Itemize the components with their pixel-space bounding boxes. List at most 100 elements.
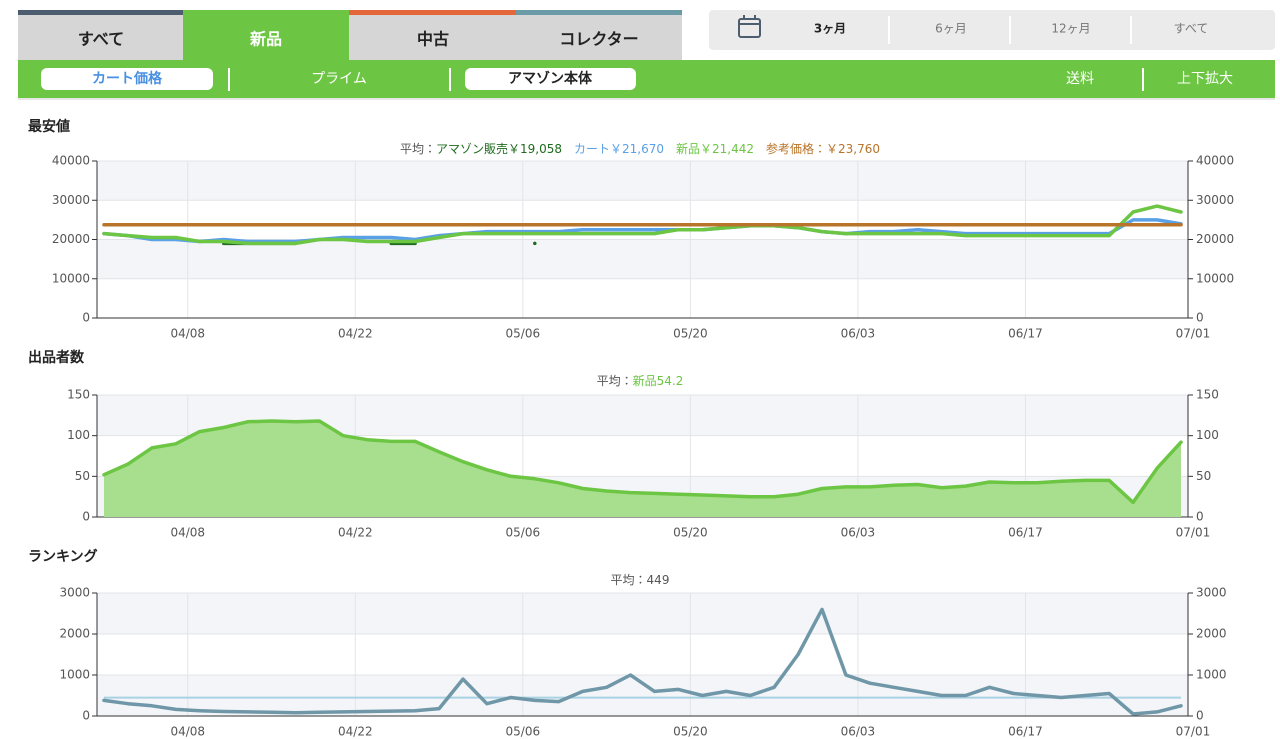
summary-prefix: 平均： bbox=[611, 573, 647, 587]
y-tick-label: 0 bbox=[82, 709, 90, 723]
legend-name: 参考価格 bbox=[766, 141, 814, 156]
x-tick-label: 04/08 bbox=[170, 725, 205, 739]
x-tick-label: 04/22 bbox=[338, 725, 373, 739]
line bbox=[102, 607, 1183, 716]
tab-label[interactable]: コレクター bbox=[559, 30, 638, 49]
subtab-label[interactable]: 上下拡大 bbox=[1177, 71, 1233, 87]
axis-line bbox=[96, 593, 1189, 717]
y-tick-label: 1000 bbox=[59, 668, 90, 682]
y-tick-label: 10000 bbox=[52, 271, 90, 285]
y-tick-label: 100 bbox=[67, 428, 90, 442]
x-tick-label: 06/03 bbox=[841, 526, 876, 540]
tab-strip bbox=[18, 10, 183, 15]
period-bar bbox=[709, 10, 1275, 50]
y-tick-label: 150 bbox=[67, 388, 90, 402]
x-tick-label: 06/03 bbox=[841, 327, 876, 341]
x-tick-label: 05/06 bbox=[506, 725, 541, 739]
legend-value: ￥21,670 bbox=[610, 142, 664, 156]
y-tick-label: 100 bbox=[1196, 428, 1219, 442]
tab-label[interactable]: 中古 bbox=[417, 30, 449, 49]
period-option[interactable]: 3ヶ月 bbox=[814, 22, 846, 36]
y-tick-label: 10000 bbox=[1196, 271, 1234, 285]
line bbox=[102, 204, 1183, 246]
period-option[interactable]: 12ヶ月 bbox=[1051, 22, 1090, 36]
band bbox=[97, 161, 1188, 201]
tab-bg[interactable] bbox=[183, 10, 349, 60]
x-tick-label: 07/01 bbox=[1176, 526, 1211, 540]
y-tick-label: 2000 bbox=[1196, 627, 1227, 641]
subtab-label[interactable]: アマゾン本体 bbox=[508, 70, 593, 87]
legend-value: ：￥23,760 bbox=[814, 142, 880, 156]
calendar-icon bbox=[738, 15, 761, 38]
legend-value: ￥21,442 bbox=[700, 142, 754, 156]
tab-bg[interactable] bbox=[516, 10, 682, 60]
subtab-pill[interactable] bbox=[465, 68, 636, 90]
period-option[interactable]: すべて bbox=[1174, 22, 1209, 36]
x-tick-label: 06/17 bbox=[1008, 725, 1043, 739]
x-tick-label: 07/01 bbox=[1176, 327, 1211, 341]
legend-name: アマゾン販売 bbox=[436, 141, 508, 156]
y-tick-label: 40000 bbox=[52, 154, 90, 168]
area bbox=[104, 421, 1181, 517]
y-tick-label: 40000 bbox=[1196, 154, 1234, 168]
x-tick-label: 04/08 bbox=[170, 327, 205, 341]
y-tick-label: 0 bbox=[1196, 311, 1204, 325]
y-tick-label: 0 bbox=[82, 510, 90, 524]
chart-title: 出品者数 bbox=[28, 349, 85, 366]
axis-line bbox=[96, 161, 1189, 319]
x-tick-label: 04/22 bbox=[338, 327, 373, 341]
y-tick-label: 20000 bbox=[1196, 232, 1234, 246]
x-tick-label: 07/01 bbox=[1176, 725, 1211, 739]
x-tick-label: 04/08 bbox=[170, 526, 205, 540]
legend-name: カート bbox=[574, 142, 610, 156]
x-tick-label: 05/06 bbox=[506, 327, 541, 341]
y-tick-label: 2000 bbox=[59, 627, 90, 641]
tab-bg[interactable] bbox=[349, 10, 516, 60]
x-tick-label: 06/03 bbox=[841, 725, 876, 739]
x-tick-label: 05/20 bbox=[673, 725, 708, 739]
subtab-bar bbox=[18, 60, 1275, 98]
tab-strip bbox=[516, 10, 682, 15]
y-tick-label: 150 bbox=[1196, 388, 1219, 402]
legend-name: 新品 bbox=[633, 374, 657, 388]
y-tick-label: 0 bbox=[1196, 709, 1204, 723]
summary: 平均：449 bbox=[611, 573, 670, 587]
y-tick-label: 50 bbox=[1196, 469, 1211, 483]
y-tick-label: 50 bbox=[75, 469, 90, 483]
legend-value: 54.2 bbox=[657, 374, 684, 388]
tab-label[interactable]: すべて bbox=[78, 30, 124, 49]
y-tick-label: 0 bbox=[82, 311, 90, 325]
line bbox=[102, 218, 1183, 244]
summary-prefix: 平均： bbox=[400, 142, 436, 156]
band bbox=[97, 239, 1188, 279]
summary-value: 449 bbox=[647, 573, 670, 587]
y-tick-label: 20000 bbox=[52, 232, 90, 246]
y-tick-label: 3000 bbox=[1196, 586, 1227, 600]
subtab-label[interactable]: 送料 bbox=[1066, 71, 1094, 87]
tab-bg[interactable] bbox=[18, 10, 183, 60]
subtab-pill[interactable] bbox=[41, 68, 213, 90]
line bbox=[102, 419, 1183, 505]
subtab-label[interactable]: カート価格 bbox=[92, 70, 163, 87]
x-tick-label: 06/17 bbox=[1008, 327, 1043, 341]
y-tick-label: 30000 bbox=[52, 193, 90, 207]
legend-value: ￥19,058 bbox=[508, 142, 562, 156]
y-tick-label: 1000 bbox=[1196, 668, 1227, 682]
summary: 平均：新品54.2 bbox=[597, 374, 684, 388]
x-tick-label: 06/17 bbox=[1008, 526, 1043, 540]
chart-title: ランキング bbox=[28, 548, 98, 565]
chart-title: 最安値 bbox=[28, 118, 70, 135]
subtab-label[interactable]: プライム bbox=[311, 71, 367, 87]
y-tick-label: 0 bbox=[1196, 510, 1204, 524]
tab-label[interactable]: 新品 bbox=[249, 30, 282, 49]
legend-name: 新品 bbox=[676, 142, 700, 156]
x-tick-label: 04/22 bbox=[338, 526, 373, 540]
y-tick-label: 3000 bbox=[59, 586, 90, 600]
period-option[interactable]: 6ヶ月 bbox=[935, 22, 967, 36]
y-tick-label: 30000 bbox=[1196, 193, 1234, 207]
x-tick-label: 05/06 bbox=[506, 526, 541, 540]
band bbox=[97, 593, 1188, 634]
